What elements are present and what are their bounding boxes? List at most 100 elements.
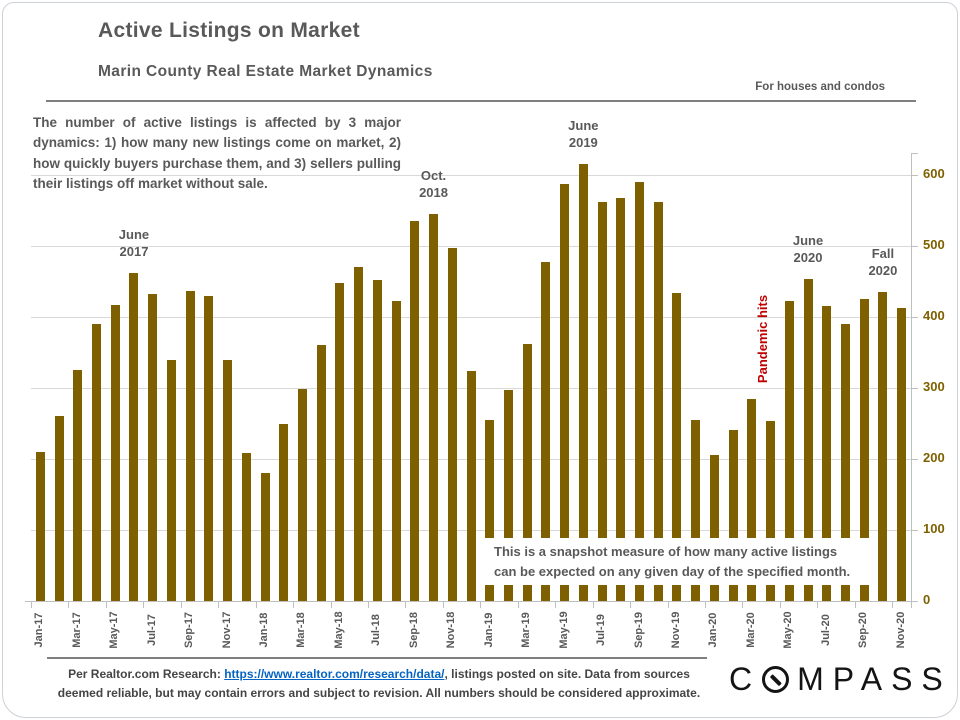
bar-Mar-19 <box>522 343 532 601</box>
x-axis-tick <box>105 602 107 608</box>
x-axis-label-Nov-17: Nov-17 <box>220 611 233 649</box>
bar-Sep-20 <box>859 298 869 601</box>
x-axis-label-Jan-18: Jan-18 <box>258 612 271 648</box>
gridline-600 <box>31 175 911 176</box>
bar-Jan-20 <box>709 454 719 601</box>
x-axis-tick <box>180 602 182 608</box>
x-axis-tick <box>293 602 295 608</box>
bar-Aug-17 <box>166 359 176 601</box>
bar-May-19 <box>560 184 570 601</box>
x-axis-tick <box>892 602 894 608</box>
y-axis-line <box>911 153 912 602</box>
logo-letter-c: C <box>729 661 755 697</box>
x-axis-tick <box>592 602 594 608</box>
bar-Jul-18 <box>372 280 382 601</box>
x-axis-label-May-20: May-20 <box>782 611 795 649</box>
x-axis-tick <box>854 602 856 608</box>
logo-letters-mpass: MPASS <box>797 661 952 697</box>
bar-Dec-19 <box>691 419 701 601</box>
bar-Mar-18 <box>297 389 307 601</box>
x-axis-tick <box>667 602 669 608</box>
x-axis-label-Sep-20: Sep-20 <box>857 611 870 649</box>
footer-divider <box>47 657 707 659</box>
bar-Sep-19 <box>635 182 644 601</box>
callout-box: This is a snapshot measure of how many a… <box>485 538 871 585</box>
footer-line1-prefix: Per Realtor.com Research: <box>68 667 225 681</box>
bar-Apr-17 <box>92 324 102 601</box>
x-axis-tick <box>405 602 407 608</box>
annotation-Oct-20: Fall 2020 <box>868 246 898 279</box>
x-axis-tick <box>368 602 370 608</box>
x-axis-tick <box>911 602 912 608</box>
y-axis-tick-600 <box>911 175 918 176</box>
x-axis-label-Nov-19: Nov-19 <box>669 611 682 649</box>
annotation-Jun-17: June 2017 <box>118 226 150 259</box>
y-axis-label-400: 400 <box>923 308 945 323</box>
bar-Jun-17 <box>129 272 139 601</box>
x-axis-label-Jan-19: Jan-19 <box>482 612 495 648</box>
bar-Jul-17 <box>148 294 158 601</box>
x-axis-label-May-19: May-19 <box>557 611 570 649</box>
x-axis-tick <box>779 602 781 608</box>
bar-Aug-18 <box>391 300 401 601</box>
x-axis-tick <box>143 602 145 608</box>
bar-Sep-17 <box>185 290 195 601</box>
tagline: For houses and condos <box>755 81 885 93</box>
bar-Dec-18 <box>466 370 476 601</box>
y-axis-label-100: 100 <box>923 521 945 536</box>
y-axis-tick-200 <box>911 459 918 460</box>
bar-Oct-20 <box>878 292 888 601</box>
bar-Apr-19 <box>541 262 551 601</box>
bar-Apr-18 <box>316 345 326 601</box>
bar-Apr-20 <box>766 420 776 601</box>
bar-Nov-19 <box>672 292 682 601</box>
bar-Oct-19 <box>653 201 663 601</box>
header-divider <box>46 100 916 102</box>
bar-Jan-19 <box>485 419 495 601</box>
bar-Jan-18 <box>260 472 270 601</box>
footer-line1-suffix: , listings posted on site. Data from sou… <box>444 667 690 681</box>
x-axis-tick <box>705 602 707 608</box>
x-axis-tick <box>442 602 444 608</box>
bar-Jul-20 <box>822 305 832 601</box>
bar-chart: Jan-17 Mar-17 May-17 Jul-17 Sep-17 Nov-17 Jan-… <box>25 118 945 649</box>
x-axis-tick <box>330 602 332 608</box>
x-axis-tick <box>255 602 257 608</box>
y-axis-top-tick <box>911 153 918 154</box>
bar-Sep-18 <box>410 221 420 601</box>
annotation-Jun-20: June 2020 <box>792 233 824 266</box>
footer-line2: deemed reliable, but may contain errors … <box>57 685 701 700</box>
compass-circle-icon <box>762 666 790 693</box>
y-axis-label-600: 600 <box>923 166 945 181</box>
bar-Jan-17 <box>35 451 45 601</box>
x-axis-label-May-17: May-17 <box>108 611 121 649</box>
bar-Aug-20 <box>840 324 850 601</box>
x-axis-label-Jul-20: Jul-20 <box>819 614 832 646</box>
x-axis-label-Mar-17: Mar-17 <box>70 612 83 648</box>
gridline-400 <box>31 317 911 318</box>
realtor-research-link[interactable]: https://www.realtor.com/research/data/ <box>224 667 445 681</box>
x-axis-line <box>25 601 917 602</box>
x-axis-tick <box>517 602 519 608</box>
y-axis-tick-500 <box>911 246 918 247</box>
x-axis-tick <box>630 602 632 608</box>
x-axis-tick <box>817 602 819 608</box>
x-axis-label-Nov-20: Nov-20 <box>894 611 907 649</box>
y-axis-label-300: 300 <box>923 379 945 394</box>
bar-Jun-18 <box>354 267 364 601</box>
compass-logo-word: C MPASS <box>729 661 952 698</box>
compass-needle-icon <box>769 673 782 686</box>
x-axis-tick <box>68 602 70 608</box>
bar-Feb-20 <box>728 429 738 601</box>
bar-Aug-19 <box>616 198 626 601</box>
annotation-Oct-18: Oct. 2018 <box>419 168 448 200</box>
annotation-Jun-19: June 2019 <box>568 118 599 151</box>
x-axis-label-Nov-18: Nov-18 <box>445 611 458 649</box>
y-axis-label-0: 0 <box>923 592 931 607</box>
x-axis-label-Mar-20: Mar-20 <box>744 612 757 648</box>
bar-Nov-20 <box>897 308 907 601</box>
bar-Jun-19 <box>578 164 588 601</box>
x-axis-tick <box>31 602 32 608</box>
y-axis-tick-0 <box>911 601 918 602</box>
